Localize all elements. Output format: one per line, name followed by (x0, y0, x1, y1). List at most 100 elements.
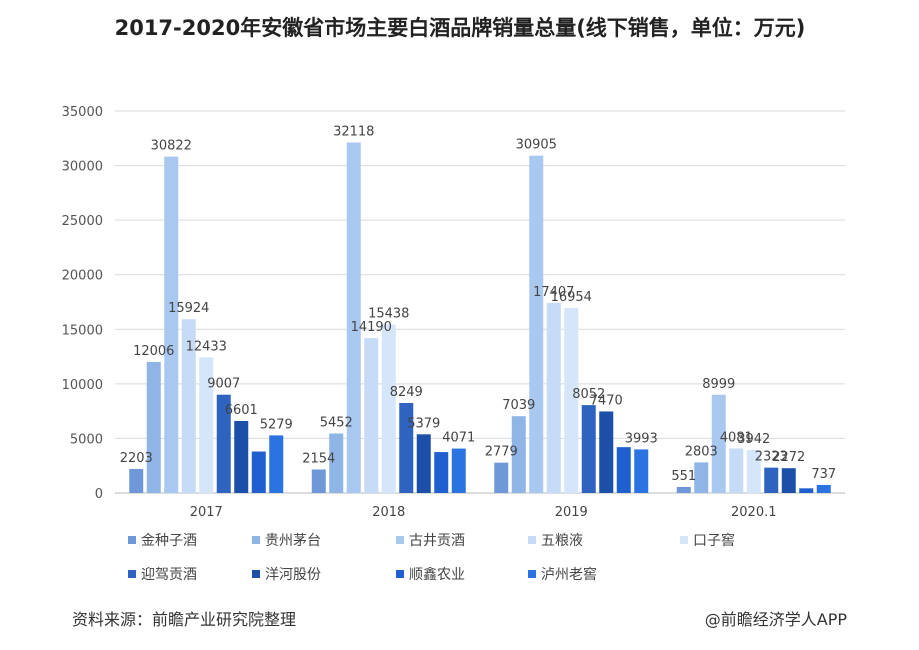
bar (216, 394, 231, 493)
bar (746, 449, 761, 493)
data-label: 2779 (485, 445, 518, 460)
legend-swatch (128, 536, 136, 544)
data-label: 5452 (320, 415, 353, 430)
y-tick-label: 25000 (62, 214, 103, 229)
data-label: 12006 (133, 344, 174, 359)
bar (346, 142, 361, 494)
brand-note: @前瞻经济学人APP (704, 610, 847, 629)
y-tick-label: 10000 (62, 378, 103, 393)
bar (164, 156, 179, 493)
bar (616, 447, 631, 493)
bar (129, 468, 144, 493)
y-axis: 0 5000 10000 15000 20000 25000 30000 35000 (62, 105, 103, 502)
bar (234, 420, 249, 493)
data-label: 2272 (772, 450, 805, 465)
data-label: 32118 (333, 124, 374, 139)
data-label: 3942 (737, 432, 770, 447)
data-label: 2323 (755, 450, 788, 465)
bar (494, 462, 509, 493)
bar (381, 324, 396, 493)
bar (329, 433, 344, 493)
data-label: 7039 (502, 398, 535, 413)
x-tick-label: 2020.1 (731, 505, 777, 520)
legend-swatch (128, 570, 136, 578)
data-label: 14190 (351, 320, 392, 335)
x-tick-label: 2019 (555, 505, 588, 520)
data-label: 15924 (168, 301, 209, 316)
bar (711, 394, 726, 493)
bar (694, 462, 709, 493)
data-label: 3993 (625, 431, 658, 446)
bar (529, 155, 544, 493)
bar (416, 434, 431, 493)
legend-label: 迎驾贡酒 (141, 567, 197, 583)
bar (269, 435, 284, 493)
data-label: 551 (671, 469, 696, 484)
legend-swatch (252, 570, 260, 578)
bar (399, 402, 414, 493)
data-label: 9007 (207, 377, 240, 392)
x-tick-label: 2018 (372, 505, 405, 520)
legend-swatch (680, 536, 688, 544)
data-label: 7470 (590, 393, 623, 408)
data-label: 2203 (120, 451, 153, 466)
data-label: 5279 (260, 417, 293, 432)
bar (676, 486, 691, 493)
x-tick-label: 2017 (190, 505, 223, 520)
data-label: 8999 (702, 377, 735, 392)
bar (546, 303, 561, 493)
chart-title: 2017-2020年安徽省市场主要白酒品牌销量总量(线下销售，单位：万元) (114, 16, 806, 40)
data-label: 4071 (442, 431, 475, 446)
legend-label: 贵州茅台 (265, 533, 321, 549)
bar (816, 484, 831, 493)
legend-label: 顺鑫农业 (409, 566, 465, 583)
x-axis: 2017 2018 2019 2020.1 (190, 505, 777, 520)
data-label: 5379 (407, 416, 440, 431)
data-label: 8249 (390, 385, 423, 400)
bar (311, 469, 326, 493)
legend-swatch (396, 536, 404, 544)
bar (199, 357, 214, 493)
legend-swatch (396, 570, 404, 578)
bar (599, 411, 614, 493)
y-tick-label: 5000 (70, 432, 103, 447)
y-tick-label: 20000 (62, 269, 103, 284)
bar-chart: 0 5000 10000 15000 20000 25000 30000 35000 2203… (62, 105, 845, 583)
legend-label: 口子窖 (693, 532, 735, 549)
legend-swatch (528, 570, 536, 578)
data-label: 2803 (685, 444, 718, 459)
y-tick-label: 35000 (62, 105, 103, 120)
bar (181, 319, 196, 493)
data-label: 16954 (551, 290, 592, 305)
source-note: 资料来源：前瞻产业研究院整理 (72, 610, 297, 629)
legend-label: 泸州老窖 (541, 566, 597, 583)
data-label: 2154 (302, 451, 335, 466)
data-label: 30822 (151, 139, 192, 154)
bar (729, 448, 744, 493)
data-label: 12433 (186, 339, 227, 354)
y-tick-label: 30000 (62, 160, 103, 175)
bar (564, 307, 579, 493)
bar (434, 452, 449, 493)
data-label: 30905 (516, 138, 557, 153)
bar (634, 449, 649, 493)
bar (146, 361, 161, 493)
y-tick-label: 0 (95, 487, 103, 502)
data-label: 8052 (572, 387, 605, 402)
legend-label: 古井贡酒 (409, 533, 465, 549)
legend-label: 五粮液 (541, 533, 583, 549)
legend-swatch (528, 536, 536, 544)
bar (364, 338, 379, 493)
bar (251, 451, 266, 493)
bar (764, 467, 779, 493)
bar (451, 448, 466, 493)
data-label: 15438 (368, 307, 409, 322)
legend-swatch (252, 536, 260, 544)
y-tick-label: 15000 (62, 323, 103, 338)
data-label: 17407 (533, 285, 574, 300)
legend-label: 金种子酒 (141, 533, 197, 549)
bars (129, 142, 831, 494)
bar (799, 488, 814, 493)
